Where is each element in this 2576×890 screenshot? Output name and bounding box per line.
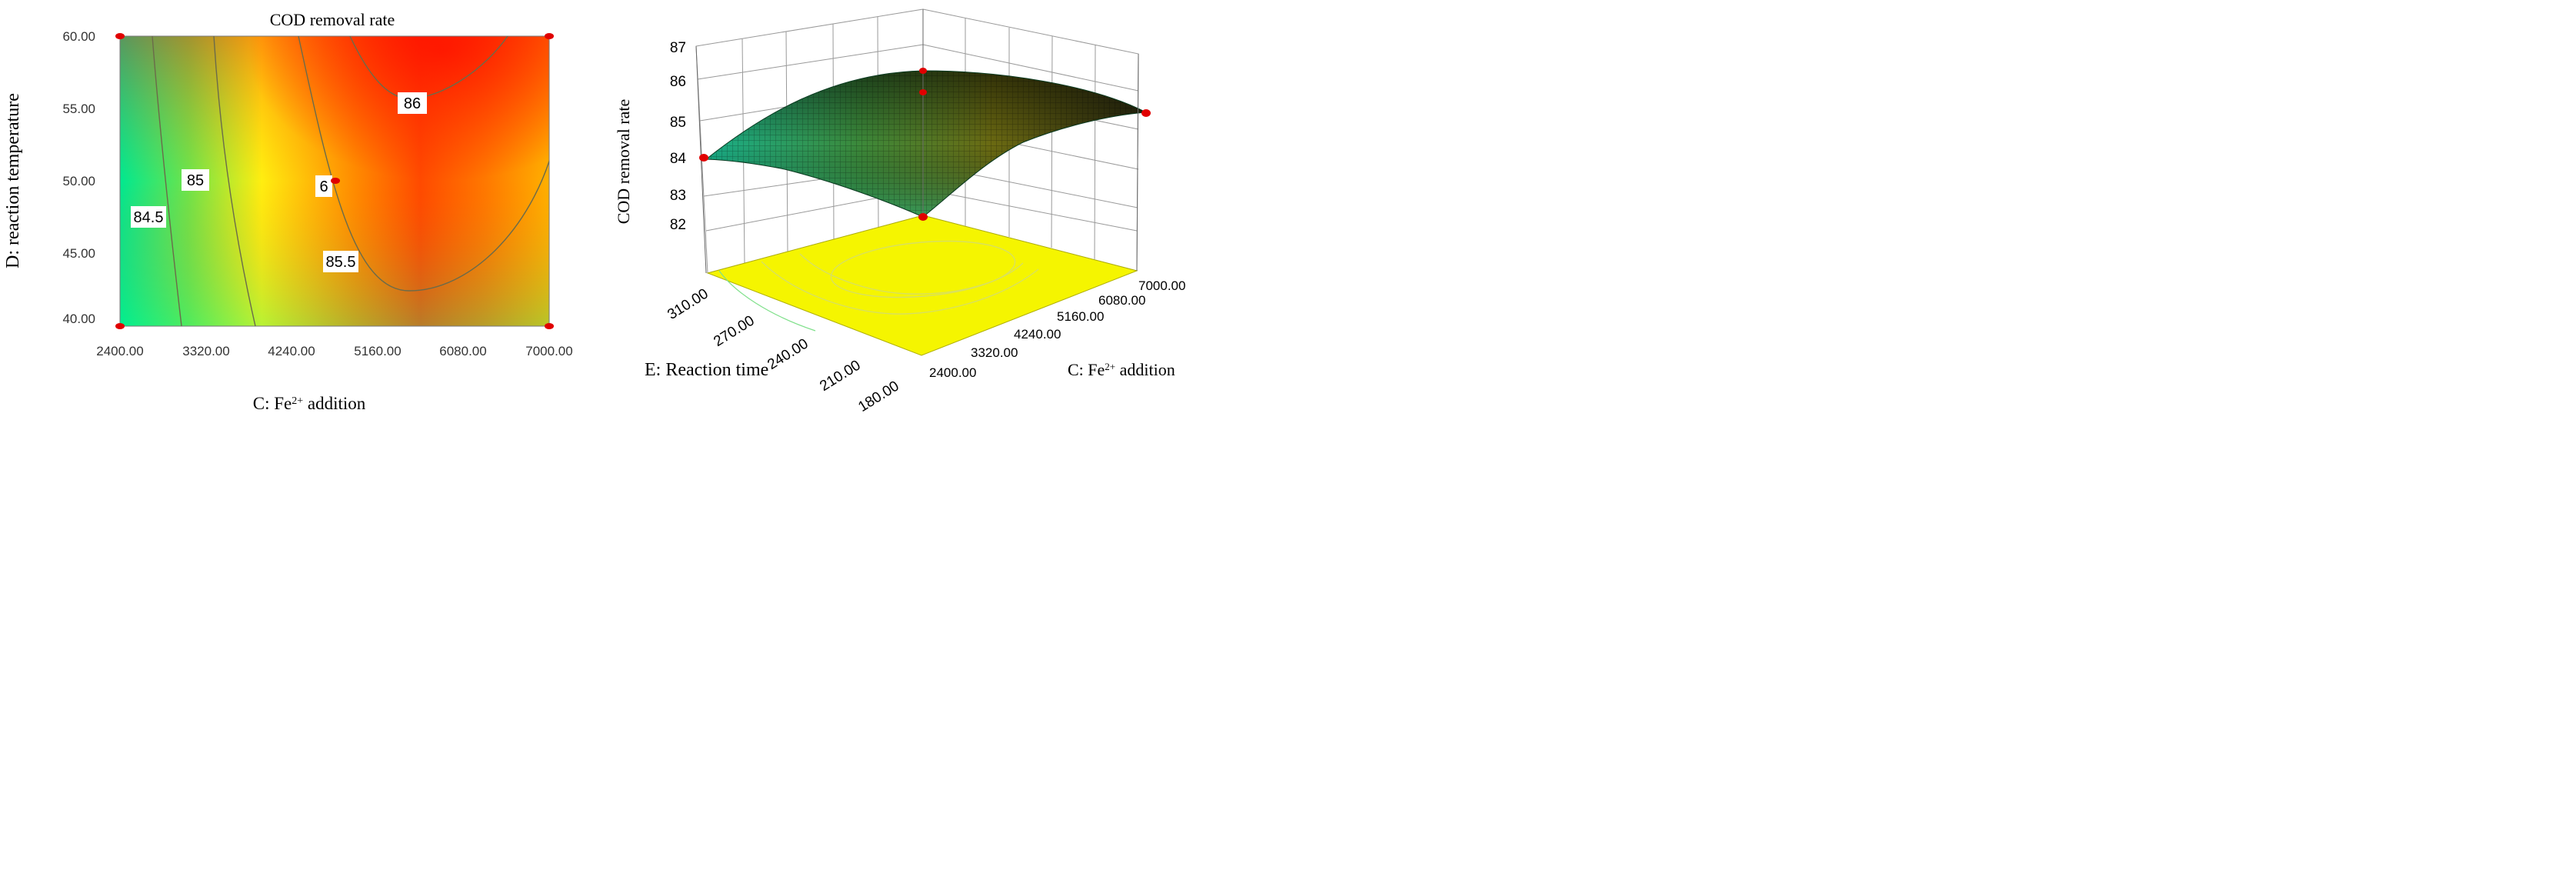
center-design-point (331, 178, 340, 184)
x-tick-label: 4240.00 (268, 344, 315, 358)
x-tick-label: 6080.00 (439, 344, 486, 358)
y-tick-label: 40.00 (62, 312, 95, 326)
contour-plot: COD removal rate 84.5 85 85.5 86 6 (3, 10, 573, 413)
c-tick-label: 4240.00 (1014, 327, 1061, 342)
contour-label-85.5: 85.5 (326, 254, 356, 271)
c-tick-label: 2400.00 (929, 365, 976, 380)
design-point (699, 154, 708, 162)
design-point (919, 68, 927, 74)
e-tick-label: 310.00 (665, 285, 711, 323)
x-tick-label: 7000.00 (525, 344, 572, 358)
y-tick-label: 45.00 (62, 246, 95, 261)
center-point-count-label: 6 (319, 178, 328, 195)
contour-label-85: 85 (187, 172, 204, 189)
e-axis-label: E: Reaction time (645, 360, 768, 380)
design-point (115, 33, 125, 39)
surface-floor (706, 215, 1138, 356)
c-tick-label: 7000.00 (1138, 278, 1185, 293)
x-tick-label: 2400.00 (96, 344, 143, 358)
c-axis-label: C: Fe2+ addition (1068, 360, 1175, 379)
x-tick-label: 5160.00 (354, 344, 401, 358)
z-tick-label: 84 (670, 151, 687, 167)
z-tick-label: 83 (670, 188, 686, 204)
z-tick-label: 87 (670, 40, 686, 56)
design-point (918, 213, 928, 221)
y-tick-label: 60.00 (62, 29, 95, 44)
design-point (545, 323, 554, 329)
x-tick-label: 3320.00 (182, 344, 229, 358)
x-axis-label: C: Fe2+ addition (253, 394, 366, 413)
design-point (919, 89, 927, 95)
c-tick-label: 6080.00 (1098, 293, 1145, 308)
contour-line-85 (213, 36, 256, 326)
contour-label-86: 86 (404, 95, 421, 112)
c-tick-label: 5160.00 (1057, 309, 1104, 324)
contour-title: COD removal rate (270, 10, 395, 29)
design-point (545, 33, 554, 39)
z-axis-label: COD removal rate (614, 99, 633, 225)
design-point (1141, 109, 1151, 117)
contour-line-85.5 (298, 36, 549, 292)
e-tick-label: 210.00 (817, 357, 863, 395)
contour-line-84.5 (152, 36, 182, 326)
design-point (115, 323, 125, 329)
e-tick-label: 270.00 (711, 312, 757, 350)
z-tick-label: 85 (670, 115, 686, 131)
y-tick-label: 50.00 (62, 174, 95, 188)
z-tick-label: 86 (670, 74, 686, 90)
c-tick-label: 3320.00 (971, 345, 1018, 360)
y-tick-label: 55.00 (62, 102, 95, 116)
e-tick-label: 180.00 (855, 378, 901, 415)
z-tick-label: 82 (670, 217, 686, 233)
surface-plot: 87 86 85 84 83 82 COD removal rate 310.0… (614, 8, 1185, 415)
e-tick-label: 240.00 (765, 335, 811, 373)
contour-plot-frame (119, 35, 550, 327)
contour-label-84.5: 84.5 (134, 209, 164, 226)
y-axis-label: D: reaction temperature (3, 93, 23, 268)
